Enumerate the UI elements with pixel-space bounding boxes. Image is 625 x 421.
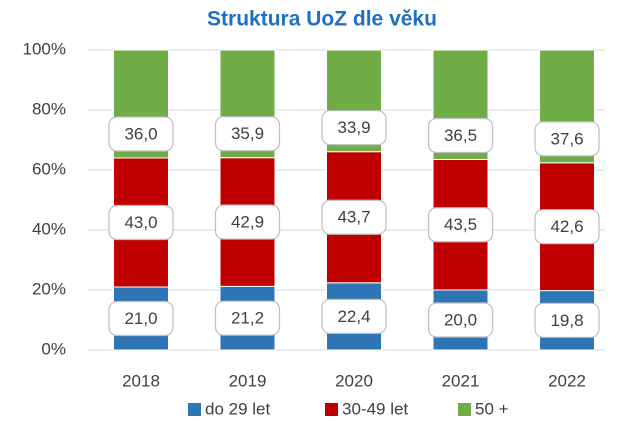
x-tick-label: 2021 xyxy=(442,371,480,390)
data-label-text: 43,0 xyxy=(124,213,157,232)
data-label-box xyxy=(214,300,281,336)
y-tick-label: 80% xyxy=(32,99,66,118)
chart-title: Struktura UoZ dle věku xyxy=(207,8,437,31)
legend-swatch xyxy=(325,403,338,416)
data-label: 35,9 xyxy=(214,116,281,152)
data-label-text: 42,6 xyxy=(550,217,583,236)
data-label: 36,0 xyxy=(108,116,174,152)
data-label-box xyxy=(214,116,281,152)
x-tick-label: 2018 xyxy=(122,371,160,390)
data-label: 22,4 xyxy=(321,298,387,334)
data-label-box xyxy=(108,300,174,337)
y-tick-label: 60% xyxy=(32,159,66,178)
data-label-box xyxy=(321,298,387,334)
data-label: 43,5 xyxy=(427,207,494,243)
y-tick-label: 100% xyxy=(23,39,66,58)
data-label: 19,8 xyxy=(534,302,600,338)
legend-label: 30-49 let xyxy=(342,399,408,418)
data-label: 33,9 xyxy=(321,110,387,146)
data-label-text: 21,0 xyxy=(124,309,157,328)
data-label-box xyxy=(427,207,494,243)
data-label-box xyxy=(427,117,494,154)
data-label-text: 36,5 xyxy=(444,126,477,145)
data-label-box xyxy=(534,121,600,157)
y-tick-label: 20% xyxy=(32,279,66,298)
y-tick-label: 40% xyxy=(32,219,66,238)
data-label-text: 42,9 xyxy=(231,213,264,232)
data-label-text: 20,0 xyxy=(444,310,477,329)
data-label-box xyxy=(427,302,494,338)
data-label: 43,7 xyxy=(321,199,387,235)
x-tick-label: 2020 xyxy=(335,371,373,390)
data-label-box xyxy=(108,116,174,152)
data-label: 37,6 xyxy=(534,121,600,157)
data-label: 36,5 xyxy=(427,117,494,154)
data-label-text: 37,6 xyxy=(550,129,583,148)
data-label: 42,9 xyxy=(214,204,281,240)
data-label-box xyxy=(108,204,174,241)
data-label-box xyxy=(321,110,387,146)
data-label-text: 19,8 xyxy=(550,311,583,330)
legend-swatch xyxy=(188,403,201,416)
data-label-box xyxy=(534,209,600,245)
data-label-text: 36,0 xyxy=(124,124,157,143)
legend-swatch xyxy=(458,403,471,416)
data-label: 21,2 xyxy=(214,300,281,336)
data-label-text: 22,4 xyxy=(337,307,370,326)
data-label-box xyxy=(534,302,600,338)
data-label: 20,0 xyxy=(427,302,494,338)
data-label-text: 21,2 xyxy=(231,309,264,328)
data-label: 42,6 xyxy=(534,209,600,245)
data-label: 43,0 xyxy=(108,204,174,241)
data-label-text: 43,7 xyxy=(337,208,370,227)
legend-label: 50 + xyxy=(475,399,509,418)
data-label: 21,0 xyxy=(108,300,174,337)
legend-label: do 29 let xyxy=(205,399,270,418)
data-label-box xyxy=(321,199,387,235)
data-label-text: 33,9 xyxy=(337,118,370,137)
y-tick-label: 0% xyxy=(41,339,66,358)
x-tick-label: 2022 xyxy=(548,371,586,390)
x-tick-label: 2019 xyxy=(229,371,267,390)
data-label-text: 43,5 xyxy=(444,215,477,234)
data-label-text: 35,9 xyxy=(231,124,264,143)
data-label-box xyxy=(214,204,281,240)
